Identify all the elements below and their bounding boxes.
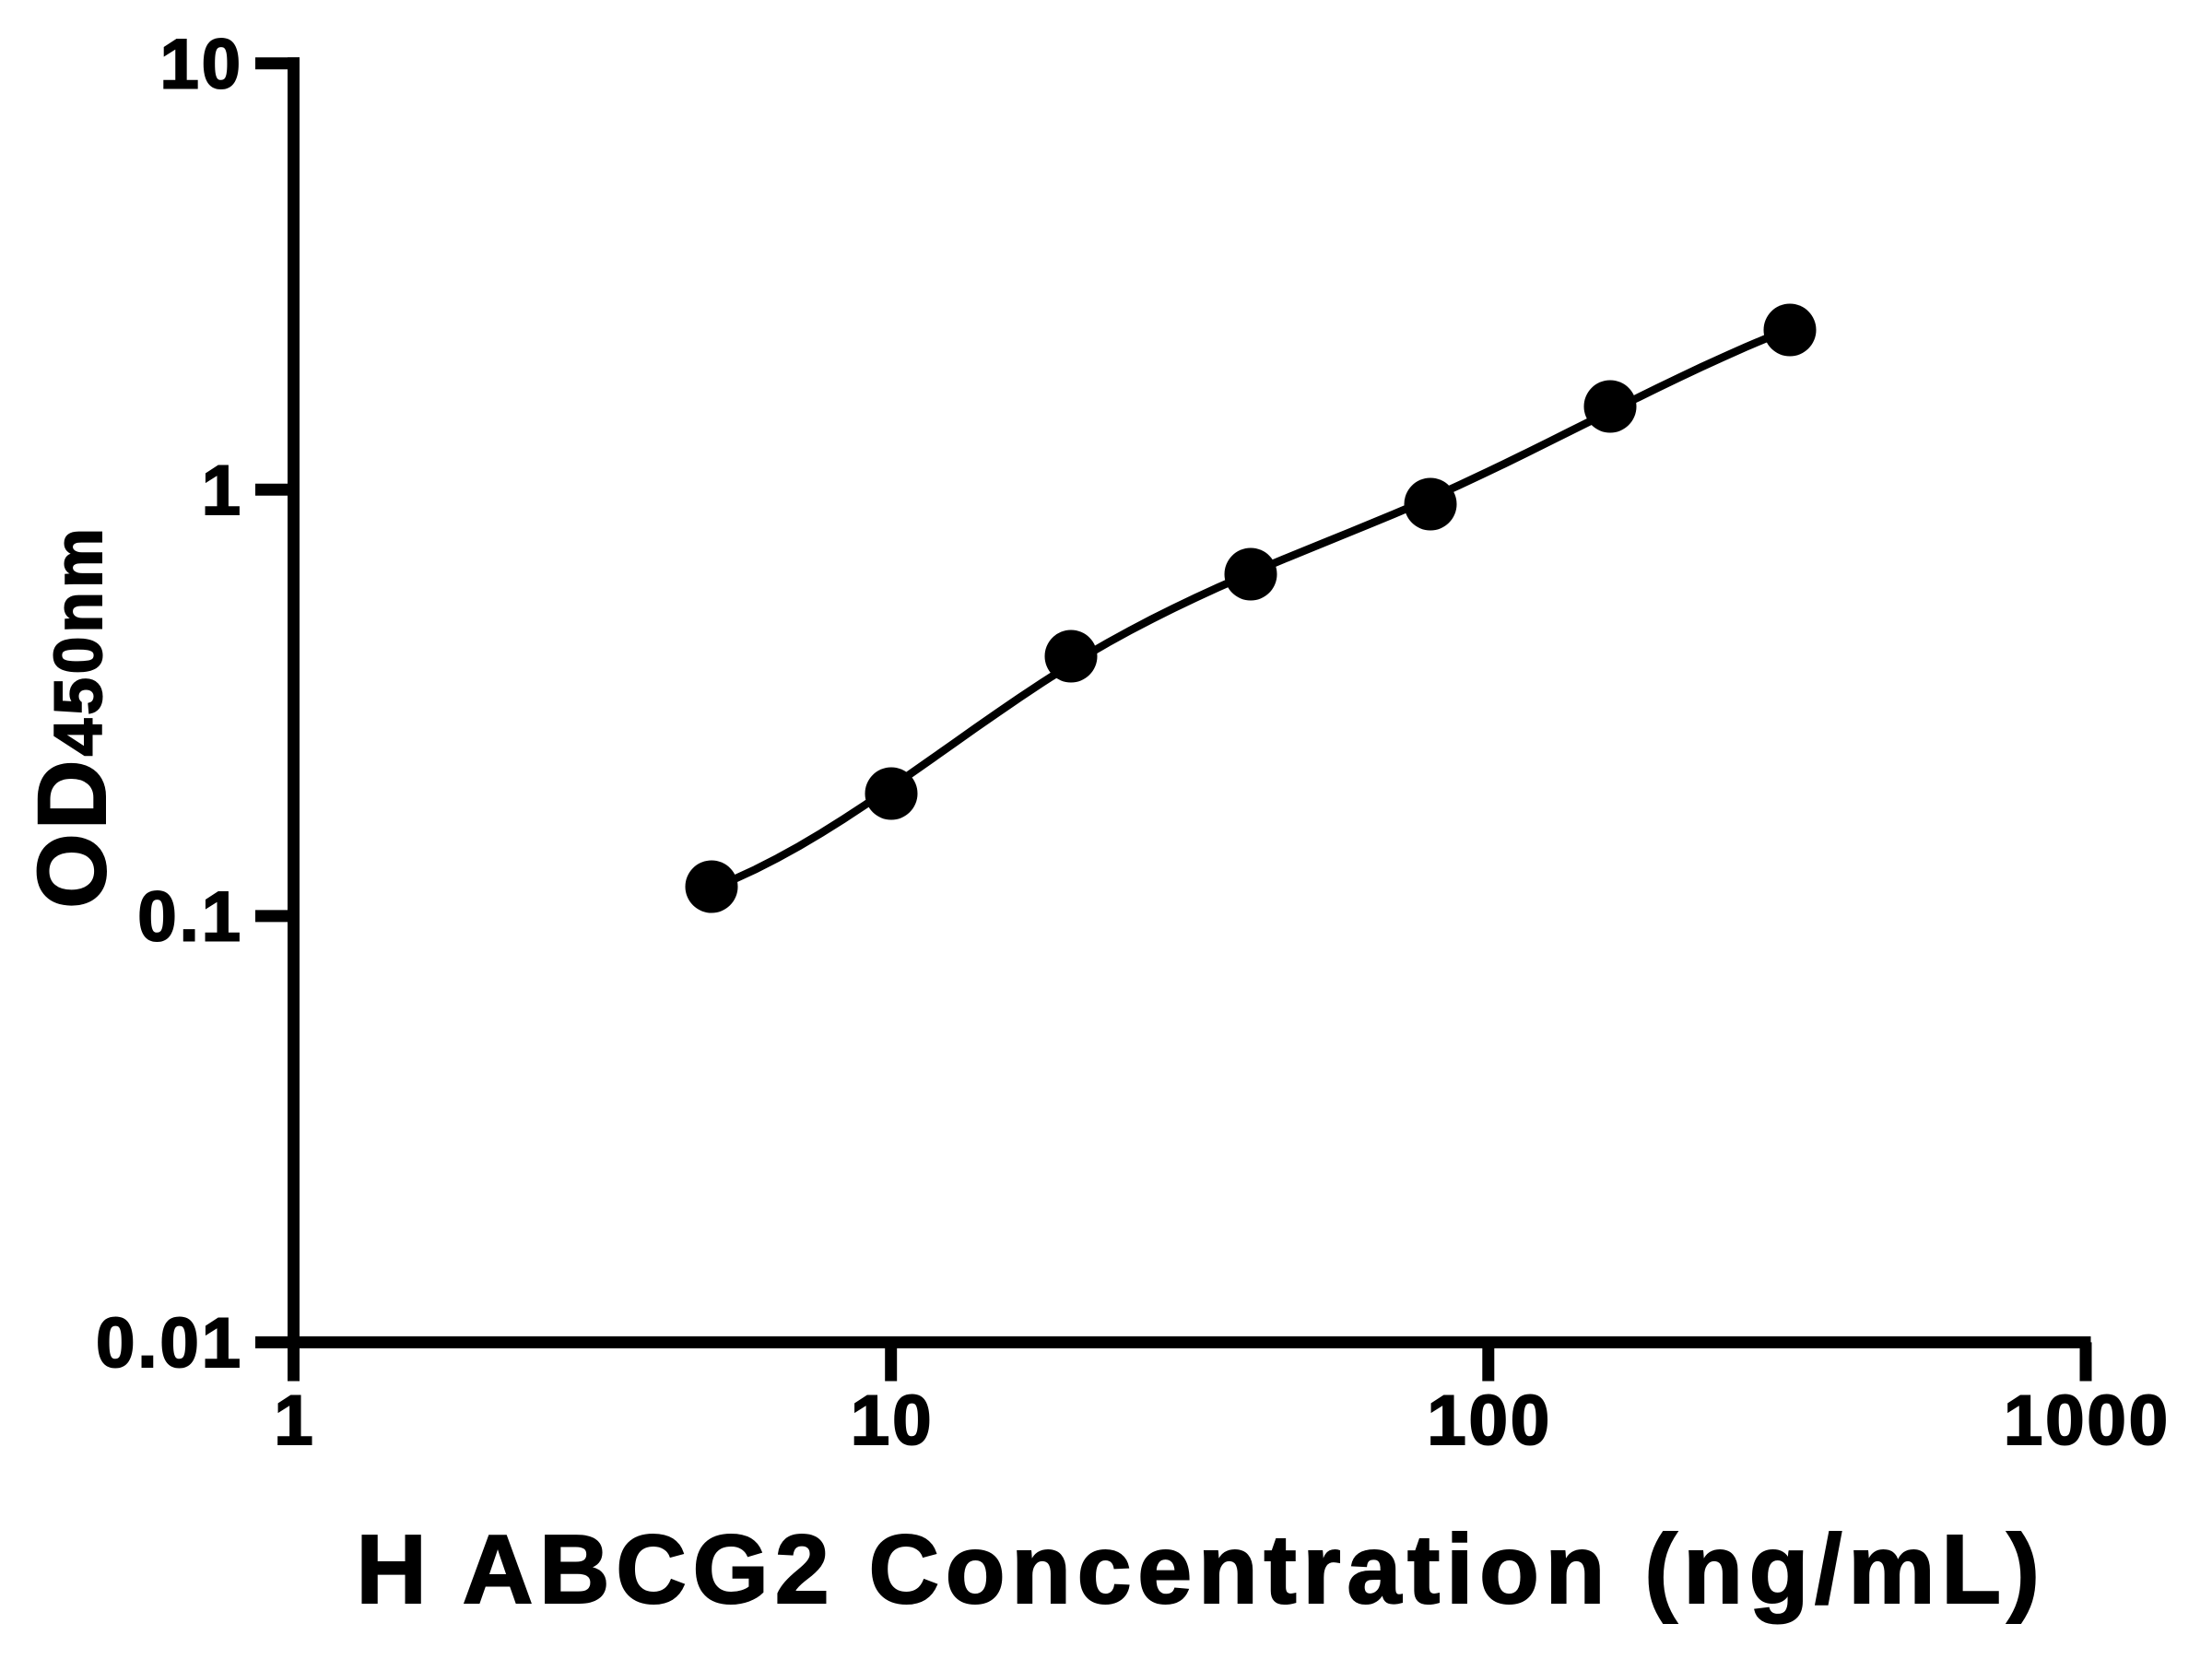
svg-text:H ABCG2 Concentration (ng/mL): H ABCG2 Concentration (ng/mL): [356, 1515, 2045, 1624]
svg-text:1: 1: [202, 452, 243, 530]
svg-text:10: 10: [851, 1382, 935, 1460]
svg-text:0.01: 0.01: [96, 1304, 243, 1382]
svg-text:OD450nm: OD450nm: [18, 524, 126, 909]
svg-text:10: 10: [159, 25, 243, 103]
svg-text:1000: 1000: [2004, 1382, 2171, 1460]
svg-text:1: 1: [274, 1382, 315, 1460]
svg-text:0.1: 0.1: [137, 878, 243, 957]
svg-text:100: 100: [1427, 1382, 1552, 1460]
